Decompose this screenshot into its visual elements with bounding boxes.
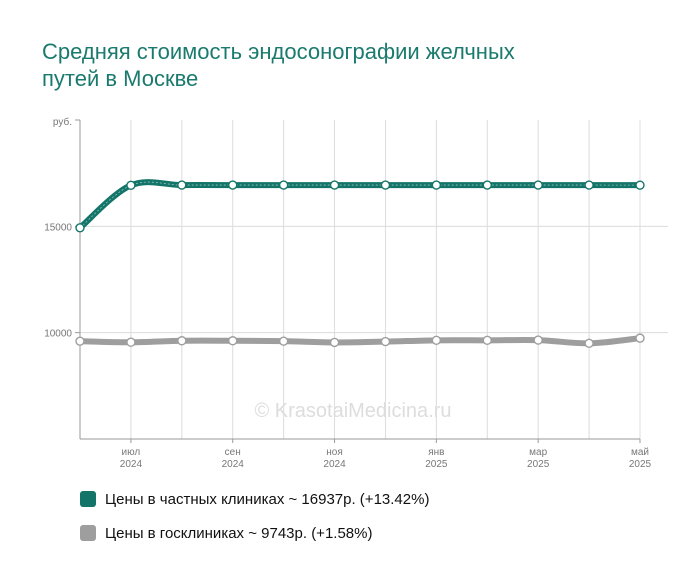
chart-title-line-2: путей в Москве — [42, 66, 199, 91]
data-point-private — [482, 180, 492, 190]
x-tick-label-year: 2025 — [629, 459, 652, 470]
data-point-private — [533, 180, 543, 190]
x-tick-label-year: 2025 — [425, 459, 448, 470]
data-point-public — [533, 335, 543, 345]
y-tick-label: 15000 — [44, 222, 72, 233]
watermark: © KrasotaiMedicina.ru — [254, 400, 451, 422]
series-group — [75, 179, 645, 348]
y-axis-label: руб. — [53, 116, 72, 128]
data-point-private — [75, 223, 85, 233]
legend-label-private: Цены в частных клиниках ~ 16937р. (+13.4… — [105, 490, 430, 508]
chart-title: Средняя стоимость эндосонографии желчных… — [42, 38, 642, 92]
legend-item-public[interactable]: Цены в госклиниках ~ 9743р. (+1.58%) — [80, 522, 429, 544]
legend: Цены в частных клиниках ~ 16937р. (+13.4… — [80, 488, 429, 556]
x-tick-label-month: ноя — [326, 447, 343, 458]
data-point-private — [228, 180, 238, 190]
x-tick-label-year: 2024 — [222, 459, 245, 470]
data-point-public — [228, 336, 238, 346]
data-point-private — [126, 180, 136, 190]
legend-swatch-private — [80, 491, 96, 507]
series-line-public — [77, 335, 643, 347]
series-line-private — [77, 179, 643, 231]
data-point-public — [126, 337, 136, 347]
data-point-private — [635, 180, 645, 190]
x-tick-labels: июл2024сен2024ноя2024янв2025мар2025май20… — [120, 447, 652, 470]
data-point-public — [75, 336, 85, 346]
legend-swatch-public — [80, 525, 96, 541]
x-tick-label-month: сен — [225, 447, 241, 458]
data-point-private — [177, 180, 187, 190]
axes — [75, 119, 641, 443]
y-tick-label: 10000 — [44, 329, 72, 340]
data-point-public — [177, 336, 187, 346]
y-tick-labels: 15000 10000 — [44, 222, 72, 339]
x-tick-label-month: янв — [428, 447, 444, 458]
legend-label-public: Цены в госклиниках ~ 9743р. (+1.58%) — [105, 524, 373, 542]
x-tick-label-year: 2024 — [120, 459, 143, 470]
data-point-private — [584, 180, 594, 190]
data-point-private — [380, 180, 391, 190]
grid-lines — [80, 120, 668, 439]
data-point-public — [482, 335, 492, 346]
series-line-texture-private — [79, 181, 641, 229]
x-tick-label-year: 2025 — [527, 459, 550, 470]
data-point-private — [278, 180, 289, 190]
data-point-private — [431, 180, 442, 190]
data-point-public — [278, 336, 289, 346]
chart-title-line-1: Средняя стоимость эндосонографии желчных — [42, 39, 515, 64]
x-tick-label-month: июл — [122, 447, 141, 458]
x-tick-label-month: мар — [529, 447, 547, 458]
x-tick-label-year: 2024 — [323, 459, 346, 470]
legend-item-private[interactable]: Цены в частных клиниках ~ 16937р. (+13.4… — [80, 488, 429, 510]
data-point-private — [329, 180, 340, 190]
data-point-public — [380, 336, 391, 347]
data-point-public — [431, 335, 442, 346]
data-point-public — [635, 333, 645, 343]
x-tick-label-month: май — [631, 447, 649, 458]
data-point-public — [584, 338, 594, 348]
data-point-public — [329, 337, 340, 348]
